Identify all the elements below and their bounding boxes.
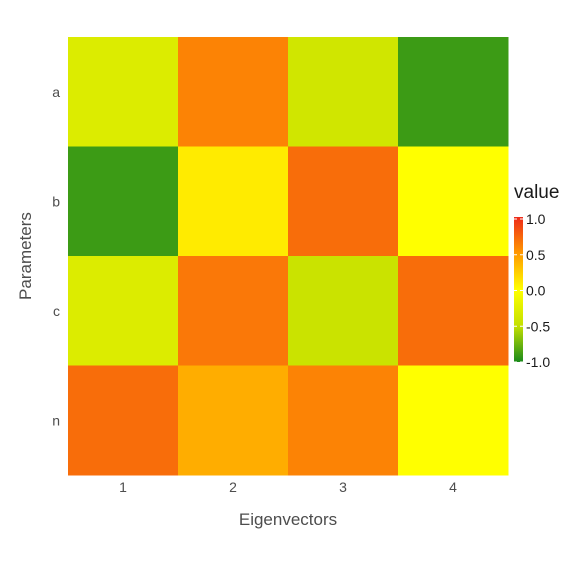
legend-colorbar (514, 217, 523, 362)
heatmap-cell-n-4 (398, 365, 509, 476)
legend-tick-label: -1.0 (526, 354, 550, 370)
x-axis-ticks: 1 2 3 4 (119, 479, 457, 495)
heatmap-cells (68, 37, 509, 476)
x-tick-label: 1 (119, 479, 127, 495)
x-tick-label: 4 (449, 479, 457, 495)
y-tick-label: b (52, 193, 60, 209)
heatmap-cell-c-3 (288, 256, 399, 366)
heatmap-cell-b-2 (178, 146, 289, 257)
heatmap-cell-n-1 (68, 365, 179, 476)
legend-tick-label: 1.0 (526, 211, 546, 227)
legend-ticks: 1.0 0.5 0.0 -0.5 -1.0 (514, 211, 550, 370)
y-axis-title: Parameters (16, 212, 35, 300)
heatmap-cell-n-3 (288, 365, 399, 476)
legend-title: value (514, 182, 559, 203)
y-tick-label: a (52, 84, 60, 100)
x-tick-label: 2 (229, 479, 237, 495)
y-tick-label: n (52, 412, 60, 428)
legend: value 1.0 0.5 0.0 -0.5 -1.0 (514, 182, 559, 370)
heatmap-cell-c-1 (68, 256, 179, 366)
x-axis-title: Eigenvectors (239, 510, 337, 529)
y-tick-label: c (53, 303, 60, 319)
heatmap-cell-a-1 (68, 37, 179, 147)
heatmap-cell-b-3 (288, 146, 399, 257)
legend-tick-label: 0.0 (526, 283, 546, 299)
legend-tick-label: 0.5 (526, 247, 546, 263)
heatmap-cell-b-1 (68, 146, 179, 257)
x-tick-label: 3 (339, 479, 347, 495)
heatmap-cell-c-4 (398, 256, 509, 366)
heatmap-cell-a-3 (288, 37, 399, 147)
legend-tick-label: -0.5 (526, 318, 550, 334)
heatmap-cell-n-2 (178, 365, 289, 476)
y-axis-ticks: a b c n (52, 84, 60, 429)
heatmap-cell-a-4 (398, 37, 509, 147)
heatmap-cell-a-2 (178, 37, 289, 147)
heatmap-cell-b-4 (398, 146, 509, 257)
heatmap-cell-c-2 (178, 256, 289, 366)
